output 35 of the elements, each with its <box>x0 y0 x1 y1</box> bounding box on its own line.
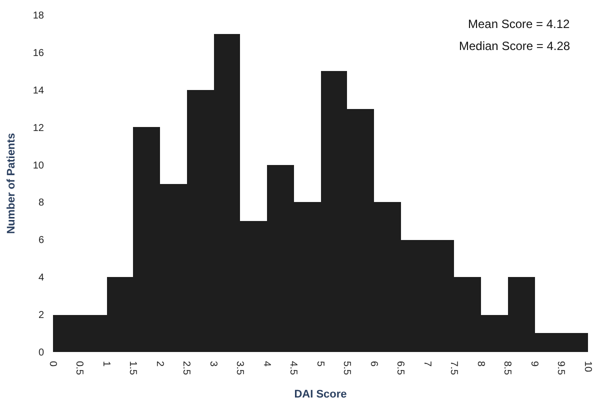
y-tick-label: 10 <box>32 160 44 172</box>
y-tick-label: 8 <box>38 198 44 209</box>
x-tick-label: 10 <box>582 361 593 373</box>
annotation: Median Score = 4.28 <box>459 39 570 53</box>
y-tick-label: 0 <box>38 348 44 358</box>
y-axis-title: Number of Patients <box>6 133 18 234</box>
x-tick-label: 3.5 <box>234 361 245 376</box>
x-tick-label: 7.5 <box>448 361 459 376</box>
x-tick-label: 7 <box>421 361 432 367</box>
y-tick-label: 16 <box>32 48 44 59</box>
x-tick-label: 1 <box>100 361 112 367</box>
y-tick-label: 12 <box>32 122 44 134</box>
x-tick-label: 6 <box>368 361 379 367</box>
annotation: Mean Score = 4.12 <box>468 17 570 31</box>
y-tick-label: 14 <box>32 85 44 96</box>
x-tick-label: 2 <box>154 361 165 367</box>
x-tick-label: 8 <box>474 361 486 367</box>
x-tick-label: 3 <box>207 361 218 367</box>
x-tick-label: 0.5 <box>74 361 84 376</box>
x-tick-label: 5 <box>314 361 326 367</box>
x-tick-label: 2.5 <box>180 361 192 376</box>
y-tick-label: 6 <box>38 235 44 246</box>
x-tick-label: 5.5 <box>341 361 352 376</box>
x-tick-label: 9 <box>528 361 540 367</box>
x-tick-label: 9.5 <box>555 361 566 376</box>
x-tick-label: 6.5 <box>394 361 406 376</box>
x-tick-label: 4.5 <box>288 361 298 376</box>
x-tick-label: 1.5 <box>127 361 138 376</box>
y-tick-label: 18 <box>32 10 44 22</box>
y-tick-label: 2 <box>38 310 44 322</box>
x-tick-label: 8.5 <box>502 361 512 376</box>
y-tick-label: 4 <box>38 272 44 284</box>
x-tick-label: 4 <box>260 361 272 367</box>
x-axis-title: DAI Score <box>294 388 347 401</box>
x-tick-label: 0 <box>46 361 58 367</box>
